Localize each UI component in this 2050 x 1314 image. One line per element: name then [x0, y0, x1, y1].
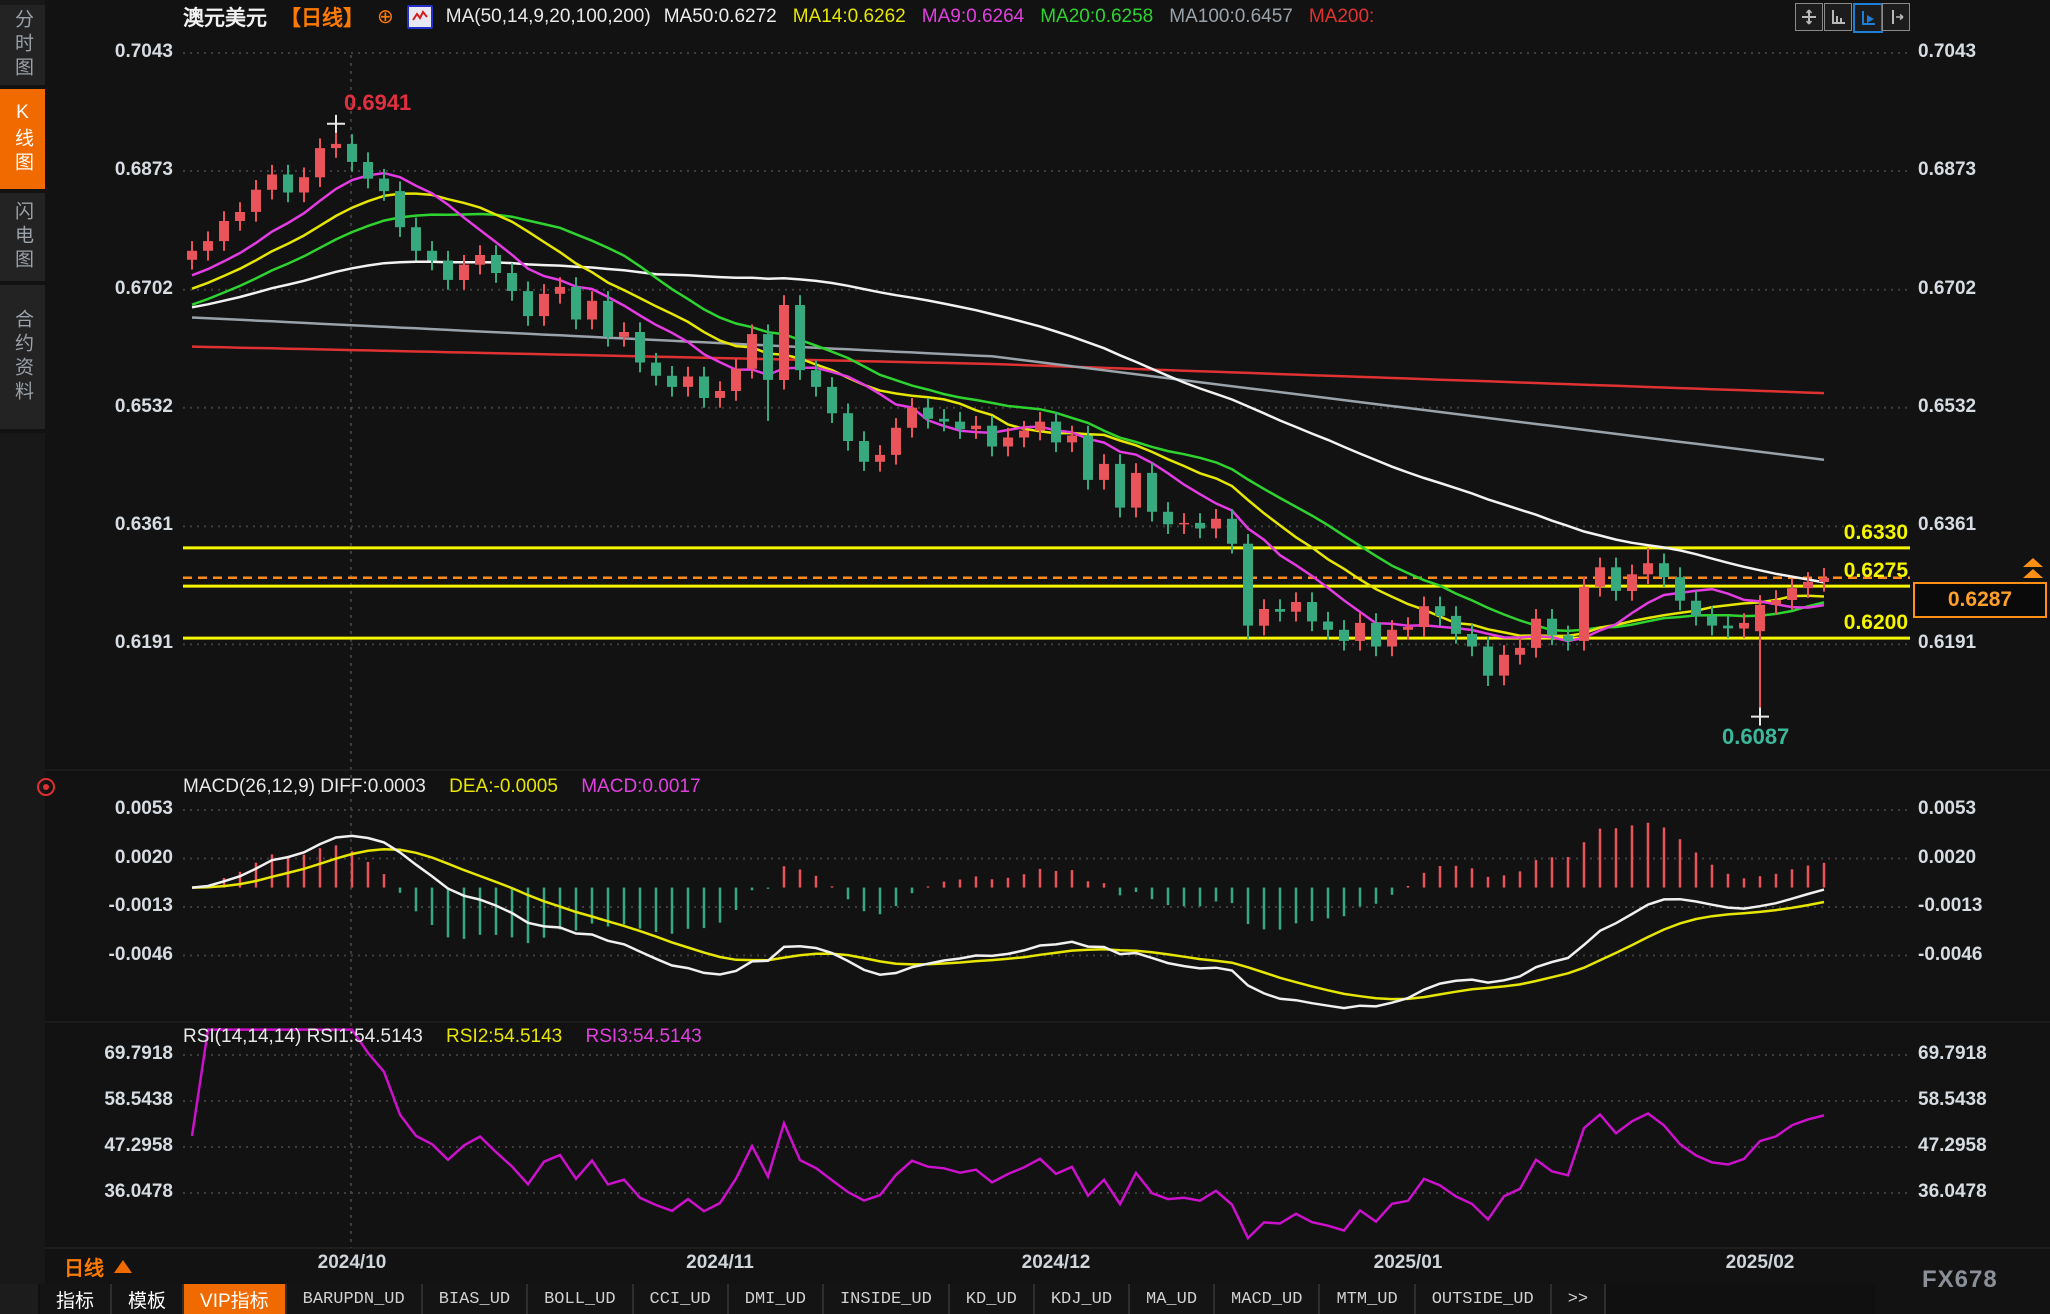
rsi-axis-label: 58.5438: [1918, 1089, 1987, 1110]
price-axis-label: 0.6191: [114, 632, 173, 654]
sidebar-tab-contract-info[interactable]: 合约资料: [0, 285, 45, 433]
toolbar-tab-mtm-ud[interactable]: MTM_UD: [1320, 1284, 1416, 1314]
toolbar-tab-kdj-ud[interactable]: KDJ_UD: [1034, 1284, 1131, 1314]
rsi-panel-title: RSI(14,14,14) RSI1:54.5143 RSI2:54.5143 …: [183, 1026, 720, 1048]
triangle-up-icon: [114, 1260, 132, 1273]
toolbar-tab--[interactable]: 模板: [112, 1284, 185, 1314]
period-tag[interactable]: 【日线】: [280, 7, 364, 30]
ma-values: MA50:0.6272 MA14:0.6262 MA9:0.6264 MA20:0.6…: [664, 6, 1391, 28]
sidebar: 分时图 K线图 闪电图 合约资料: [0, 0, 45, 1284]
sidebar-tab-flash-chart[interactable]: 闪电图: [0, 193, 45, 285]
chart-header: 澳元美元 【日线】 ⊕ MA(50,14,9,20,100,200) MA50:…: [183, 4, 1390, 30]
macd-axis-label: -0.0046: [1918, 943, 1983, 965]
ma-value-label: MA50:0.6272: [663, 6, 777, 27]
time-axis-label: 2025/02: [1725, 1252, 1795, 1273]
level-price-label: 0.6200: [1843, 611, 1908, 635]
macd-axis-label: -0.0046: [108, 943, 173, 965]
macd-axis-label: 0.0020: [1918, 846, 1977, 868]
rsi-axis-label: 69.7918: [104, 1043, 173, 1064]
macd-dea-label: DEA:-0.0005: [449, 776, 558, 797]
time-axis-label: 2024/10: [317, 1252, 387, 1273]
toolbar-tab-macd-ud[interactable]: MACD_UD: [1215, 1284, 1321, 1314]
toolbar-tab-cci-ud[interactable]: CCI_UD: [633, 1284, 729, 1314]
price-axis-label: 0.6873: [1918, 159, 1977, 180]
level-price-label: 0.6330: [1843, 520, 1908, 544]
toolbar-tab-vip-[interactable]: VIP指标: [184, 1284, 287, 1314]
price-axis-label: 0.7043: [1918, 41, 1977, 62]
axis-scale-icon[interactable]: [1824, 3, 1852, 31]
macd-axis-label: -0.0013: [108, 895, 173, 916]
price-axis-label: 0.6361: [1918, 514, 1977, 536]
level-price-label: 0.6275: [1843, 559, 1908, 583]
period-selector[interactable]: 日线: [64, 1252, 132, 1281]
brand-watermark: FX678: [1922, 1266, 1998, 1293]
mini-chart-icon[interactable]: [406, 5, 433, 29]
macd-histogram: [206, 822, 1826, 944]
rsi1-label: RSI(14,14,14) RSI1:54.5143: [183, 1026, 423, 1047]
sidebar-tab-timeline-chart[interactable]: 分时图: [0, 5, 45, 89]
toolbar-tab-bias-ud[interactable]: BIAS_UD: [422, 1284, 529, 1314]
high-price-annotation: 0.6941: [344, 90, 412, 115]
price-axis-label: 0.6191: [1918, 632, 1977, 654]
ma-value-label: MA100:0.6457: [1169, 6, 1293, 27]
period-label: 日线: [64, 1258, 104, 1280]
add-circle-icon[interactable]: ⊕: [377, 6, 394, 28]
price-axis-label: 0.7043: [114, 41, 173, 62]
rsi-axis-label: 47.2958: [104, 1135, 173, 1156]
toolbar-tab-barupdn-ud[interactable]: BARUPDN_UD: [286, 1284, 423, 1314]
move-tool-icon[interactable]: [1795, 3, 1823, 31]
toolbar-tab-dmi-ud[interactable]: DMI_UD: [728, 1284, 824, 1314]
rsi-axis-label: 36.0478: [1918, 1181, 1987, 1202]
extreme-cross-icon: [327, 114, 345, 133]
macd-axis-label: 0.0053: [114, 798, 173, 819]
ma-value-label: MA20:0.6258: [1040, 6, 1154, 27]
rsi-axis-label: 58.5438: [104, 1089, 173, 1110]
rsi-axis-label: 69.7918: [1918, 1043, 1987, 1064]
macd-macd-label: MACD:0.0017: [581, 776, 701, 797]
symbol-title: 澳元美元: [183, 7, 267, 30]
time-axis-label: 2024/11: [686, 1252, 754, 1273]
ma-settings-label: MA(50,14,9,20,100,200): [445, 6, 651, 27]
ma-value-label: MA200:: [1308, 6, 1375, 27]
ma-value-label: MA14:0.6262: [792, 6, 906, 27]
price-axis-label: 0.6532: [114, 395, 173, 417]
price-axis-label: 0.6361: [114, 514, 173, 536]
price-axis-label: 0.6873: [114, 159, 173, 180]
low-price-annotation: 0.6087: [1722, 724, 1790, 749]
macd-diff-label: MACD(26,12,9) DIFF:0.0003: [183, 776, 426, 797]
ma-value-label: MA9:0.6264: [921, 6, 1025, 27]
toolbar-tab-boll-ud[interactable]: BOLL_UD: [528, 1284, 634, 1314]
toolbar-tab--[interactable]: 指标: [40, 1284, 113, 1314]
rsi-axis-label: 36.0478: [104, 1181, 173, 1202]
macd-axis-label: 0.0020: [114, 846, 173, 868]
price-up-arrows-icon: [2023, 558, 2045, 582]
toolbar-tab-kd-ud[interactable]: KD_UD: [949, 1284, 1035, 1314]
rsi-axis-label: 47.2958: [1918, 1135, 1987, 1156]
toolbar-tab-inside-ud[interactable]: INSIDE_UD: [823, 1284, 950, 1314]
rsi3-label: RSI3:54.5143: [585, 1026, 702, 1047]
record-dot-icon[interactable]: [37, 778, 55, 796]
current-price-box: 0.6287: [1913, 582, 2047, 618]
extreme-cross-icon: [1751, 707, 1769, 726]
toolbar-tab-ma-ud[interactable]: MA_UD: [1130, 1284, 1216, 1314]
indicator-toolbar: 指标 模板 VIP指标 BARUPDN_UD BIAS_UD BOLL_UD CCI_UD D…: [0, 1284, 1875, 1314]
candlestick-series[interactable]: [187, 123, 1829, 717]
sidebar-tab-candle-chart[interactable]: K线图: [0, 89, 45, 193]
macd-axis-label: -0.0013: [1918, 895, 1983, 916]
macd-panel-title: MACD(26,12,9) DIFF:0.0003 DEA:-0.0005 MA…: [183, 776, 719, 798]
time-axis-label: 2025/01: [1373, 1252, 1443, 1273]
time-axis-label: 2024/12: [1021, 1252, 1091, 1273]
auto-scroll-icon[interactable]: [1853, 3, 1883, 33]
rsi2-label: RSI2:54.5143: [446, 1026, 563, 1047]
toolbar-tab--[interactable]: >>: [1551, 1284, 1607, 1314]
macd-axis-label: 0.0053: [1918, 798, 1977, 819]
price-axis-label: 0.6702: [114, 277, 173, 299]
price-axis-label: 0.6702: [1918, 277, 1977, 299]
price-axis-label: 0.6532: [1918, 395, 1977, 417]
toolbar-spacer: [0, 1284, 38, 1314]
page-shift-icon[interactable]: [1882, 3, 1910, 31]
toolbar-tab-outside-ud[interactable]: OUTSIDE_UD: [1415, 1284, 1552, 1314]
